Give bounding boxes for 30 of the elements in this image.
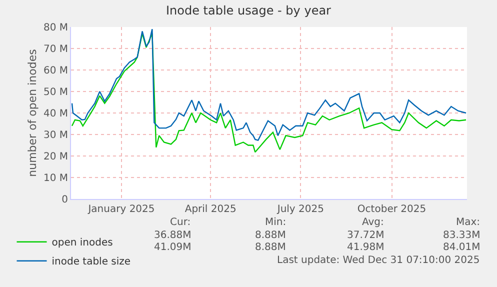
text: Avg:: [362, 217, 384, 228]
y-tick-label: 10 M: [43, 173, 68, 184]
text: Max:: [456, 217, 480, 228]
text: 41.09M: [154, 242, 192, 253]
text: Cur:: [170, 217, 191, 228]
y-tick-label: 40 M: [43, 108, 68, 120]
text: 8.88M: [255, 230, 286, 241]
chart-title: Inode table usage - by year: [166, 3, 332, 18]
text: 41.98M: [347, 242, 384, 253]
y-tick-label: 70 M: [43, 44, 68, 55]
text: Last update: Wed Dec 31 07:10:00 2025: [277, 255, 480, 266]
x-tick-label: October 2025: [357, 204, 426, 215]
y-tick-label: 60 M: [43, 66, 68, 76]
x-tick-label: July 2025: [276, 204, 324, 215]
text: 84.01M: [443, 242, 480, 253]
y-tick-label: 80 M: [43, 22, 68, 34]
x-tick-label: April 2025: [184, 204, 236, 215]
legend-label: open inodes: [52, 238, 113, 249]
text: Min:: [265, 217, 286, 228]
y-axis-title: number of open inodes: [26, 48, 40, 177]
x-tick-label: January 2025: [87, 204, 155, 215]
y-tick-label: 0: [62, 194, 68, 206]
text: 36.88M: [154, 230, 192, 241]
legend-label: inode table size: [52, 256, 131, 268]
text: 83.33M: [443, 230, 480, 241]
y-tick-label: 50 M: [43, 87, 68, 98]
y-tick-label: 20 M: [43, 152, 68, 162]
text: 37.72M: [347, 230, 384, 241]
y-tick-label: 30 M: [43, 130, 68, 141]
text: 8.88M: [255, 242, 286, 253]
